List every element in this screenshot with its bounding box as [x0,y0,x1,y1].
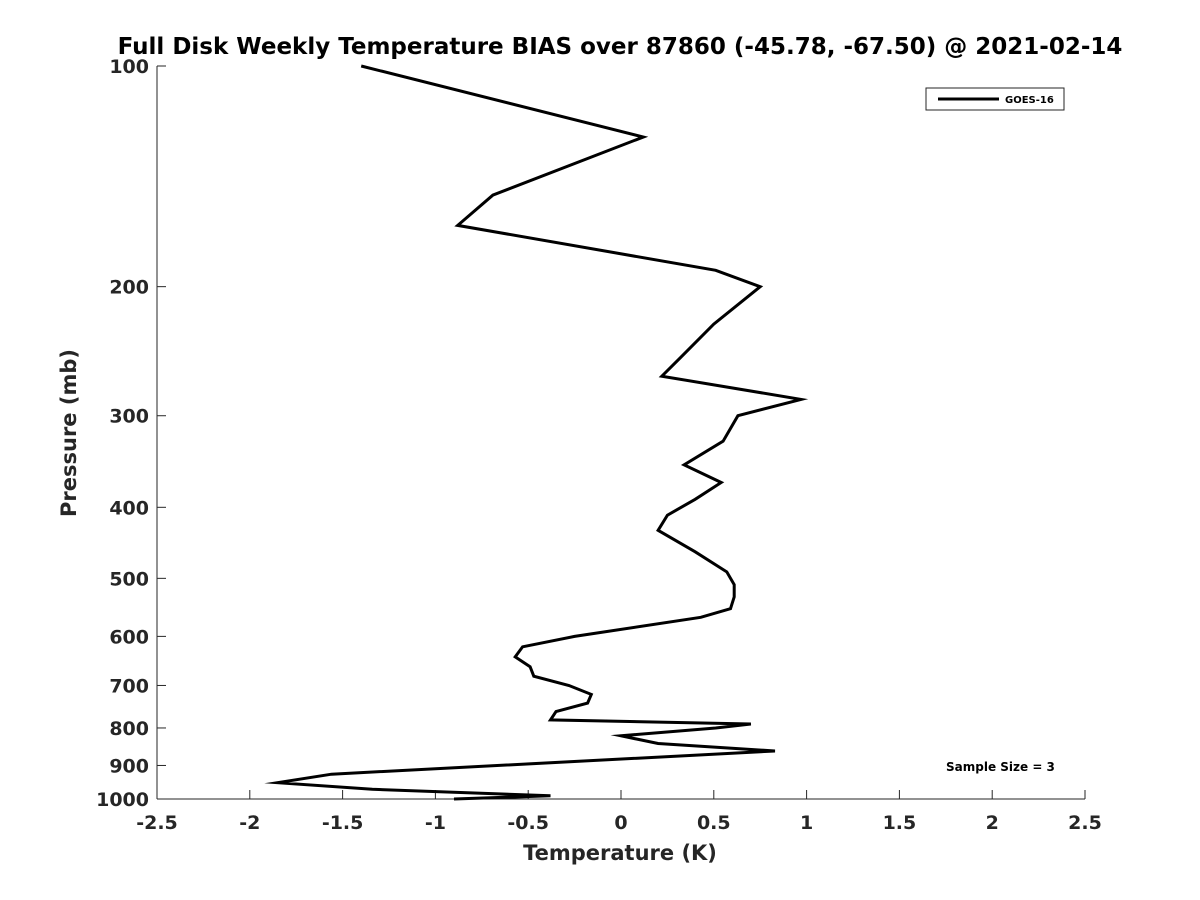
x-tick-label: 2 [986,812,999,834]
y-tick-label: 700 [109,675,149,697]
legend: GOES-16 [925,87,1065,111]
x-ticks: -2.5 -2 -1.5 -1 -0.5 0 0.5 1 1.5 2 2.5 [136,790,1102,834]
x-tick-label: -1.5 [322,812,364,834]
series-layer [264,64,809,801]
x-tick-label: 2.5 [1068,812,1102,834]
chart-title: Full Disk Weekly Temperature BIAS over 8… [118,34,1123,60]
y-ticks: 100 200 300 400 500 600 700 800 900 1000 [96,56,166,811]
series-line-goes-16 [264,64,809,801]
x-tick-label: 0.5 [697,812,731,834]
y-tick-label: 100 [109,56,149,78]
x-tick-label: -2.5 [136,812,178,834]
y-tick-label: 500 [109,568,149,590]
legend-label-goes-16: GOES-16 [1005,95,1054,106]
y-tick-label: 200 [109,277,149,299]
sample-size-annotation: Sample Size = 3 [946,760,1055,774]
y-tick-label: 600 [109,626,149,648]
y-tick-label: 900 [109,755,149,777]
y-axis-label: Pressure (mb) [57,349,81,517]
y-tick-label: 400 [109,497,149,519]
x-tick-label: -1 [425,812,446,834]
x-tick-label: -0.5 [507,812,549,834]
x-axis-label: Temperature (K) [523,841,717,865]
x-tick-label: -2 [239,812,260,834]
x-tick-label: 1 [800,812,813,834]
plot-area: -2.5 -2 -1.5 -1 -0.5 0 0.5 1 1.5 2 2.5 100 200 300 40… [96,56,1102,834]
y-tick-label: 800 [109,718,149,740]
x-tick-label: 1.5 [883,812,917,834]
y-tick-label: 1000 [96,789,149,811]
x-tick-label: 0 [614,812,627,834]
y-tick-label: 300 [109,406,149,428]
